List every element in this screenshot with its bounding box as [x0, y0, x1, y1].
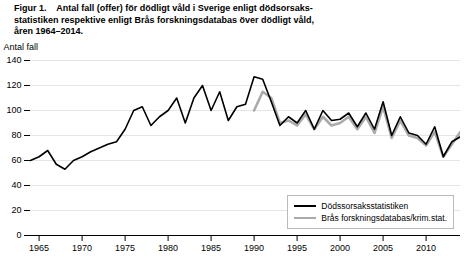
svg-text:120: 120 — [6, 80, 21, 90]
svg-text:2000: 2000 — [330, 243, 350, 253]
svg-text:1995: 1995 — [287, 243, 307, 253]
svg-text:1970: 1970 — [72, 243, 92, 253]
html-text:Figur 1. Antal fall (offer) fö: Figur 1. Antal fall (offer) för dödligt … — [14, 3, 315, 37]
svg-text:0: 0 — [16, 230, 21, 240]
svg-text:60: 60 — [11, 155, 21, 165]
svg-text:100: 100 — [6, 105, 21, 115]
svg-text:1965: 1965 — [29, 243, 49, 253]
svg-text:1990: 1990 — [244, 243, 264, 253]
html-text:Brås forskningsdatabas/krim.st: Brås forskningsdatabas/krim.stat. — [321, 213, 447, 224]
html-text:Dödssorsaksstatistiken: Dödssorsaksstatistiken — [321, 201, 409, 212]
svg-text:1975: 1975 — [115, 243, 135, 253]
svg-text:2005: 2005 — [373, 243, 393, 253]
svg-text:40: 40 — [11, 180, 21, 190]
svg-text:Antal fall: Antal fall — [4, 42, 39, 52]
svg-text:140: 140 — [6, 55, 21, 65]
svg-text:80: 80 — [11, 130, 21, 140]
svg-text:1980: 1980 — [158, 243, 178, 253]
svg-text:1985: 1985 — [201, 243, 221, 253]
svg-text:2010: 2010 — [416, 243, 436, 253]
svg-text:20: 20 — [11, 205, 21, 215]
